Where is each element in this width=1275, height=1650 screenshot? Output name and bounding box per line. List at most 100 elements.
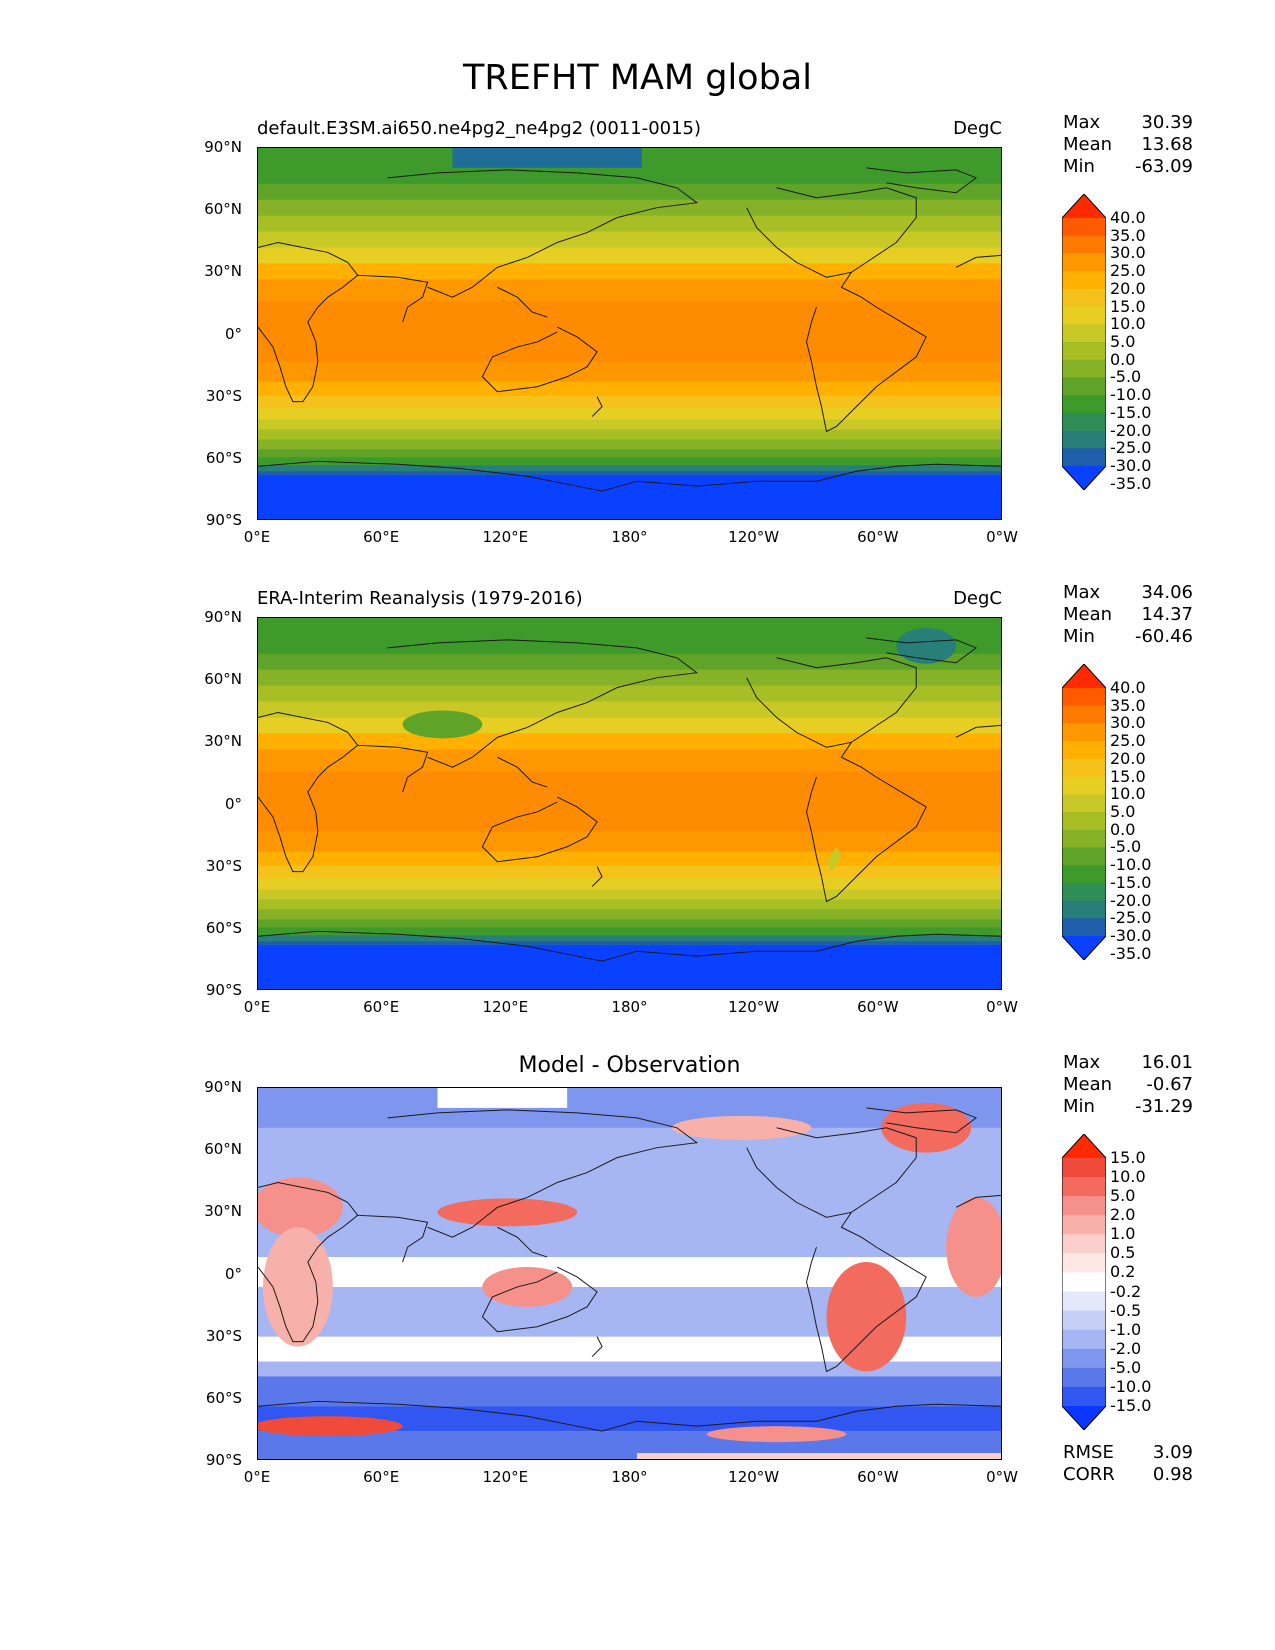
colorbar-segment bbox=[1062, 395, 1106, 414]
lat-tick-label: 60°N bbox=[204, 670, 242, 689]
colorbar-tick-label: 0.0 bbox=[1110, 819, 1136, 839]
difference-panel: Model - Observation bbox=[0, 1052, 1275, 1485]
colorbar-tick-label: -15.0 bbox=[1110, 872, 1152, 892]
lat-tick-label: 30°S bbox=[205, 1326, 242, 1345]
lat-tick-label: 30°N bbox=[204, 732, 242, 751]
panel-stats: Max 34.06 Mean 14.37 Min -60.46 bbox=[1063, 582, 1193, 648]
lon-tick-label: 0°E bbox=[243, 528, 271, 546]
lat-tick-label: 0° bbox=[224, 324, 242, 343]
colorbar-tick-label: 20.0 bbox=[1110, 748, 1146, 768]
colorbar-segment bbox=[1062, 1386, 1106, 1407]
max-value: 34.06 bbox=[1141, 582, 1193, 603]
colorbar-tick-label: -15.0 bbox=[1110, 1396, 1152, 1415]
rmse-label: RMSE bbox=[1063, 1442, 1114, 1463]
colorbar-segment bbox=[1062, 741, 1106, 760]
colorbar-tick-label: 2.0 bbox=[1110, 1205, 1136, 1225]
min-label: Min bbox=[1063, 156, 1095, 177]
colorbar-tick-label: 25.0 bbox=[1110, 731, 1146, 751]
colorbar-tick-label: -2.0 bbox=[1110, 1338, 1142, 1358]
lon-tick-label: 120°E bbox=[482, 1468, 529, 1486]
colorbar-tick-label: -30.0 bbox=[1110, 926, 1152, 945]
lon-tick-label: 120°E bbox=[482, 998, 529, 1016]
panel-title: ERA-Interim Reanalysis (1979-2016) bbox=[257, 588, 583, 609]
mean-value: 13.68 bbox=[1141, 134, 1193, 155]
colorbar-tick-label: 1.0 bbox=[1110, 1224, 1136, 1244]
lon-tick-label: 60°E bbox=[363, 528, 400, 546]
lon-tick-label: 120°W bbox=[728, 998, 780, 1016]
lat-tick-label: 30°N bbox=[204, 262, 242, 281]
panel-units: DegC bbox=[953, 588, 1002, 609]
colorbar-tick-label: 10.0 bbox=[1110, 784, 1146, 804]
lon-tick-label: 0°W bbox=[986, 528, 1018, 546]
max-label: Max bbox=[1063, 582, 1101, 603]
colorbar-segment bbox=[1062, 359, 1106, 378]
colorbar-tick-label: -25.0 bbox=[1110, 438, 1152, 458]
mean-label: Mean bbox=[1063, 134, 1113, 155]
rmse-value: 3.09 bbox=[1152, 1442, 1193, 1463]
colorbar-tick-label: -15.0 bbox=[1110, 402, 1152, 422]
min-value: -63.09 bbox=[1134, 156, 1193, 177]
colorbar-segment bbox=[1062, 1310, 1106, 1331]
min-value: -31.29 bbox=[1134, 1096, 1193, 1117]
colorbar-segment bbox=[1062, 253, 1106, 272]
min-label: Min bbox=[1063, 626, 1095, 647]
colorbar-tick-label: 0.2 bbox=[1110, 1262, 1136, 1282]
colorbar-segment bbox=[1062, 1196, 1106, 1216]
mean-value: 14.37 bbox=[1141, 604, 1193, 625]
mean-label: Mean bbox=[1063, 604, 1113, 625]
lon-tick-label: 180° bbox=[611, 1468, 648, 1486]
colorbar-segment bbox=[1062, 1348, 1106, 1369]
colorbar-segment bbox=[1062, 1291, 1106, 1312]
lon-tick-label: 0°W bbox=[986, 998, 1018, 1016]
colorbar-segment bbox=[1062, 306, 1106, 325]
colorbar-segment bbox=[1062, 1177, 1106, 1197]
observation-panel: ERA-Interim Reanalysis (1979-2016) DegC bbox=[0, 582, 1275, 1005]
colorbar-segment bbox=[1062, 377, 1106, 396]
lat-tick-label: 60°N bbox=[204, 200, 242, 219]
colorbar-tick-label: -1.0 bbox=[1110, 1319, 1142, 1339]
colorbar-tick-label: 5.0 bbox=[1110, 1186, 1136, 1206]
colorbar-tick-label: 5.0 bbox=[1110, 802, 1136, 821]
colorbar-tick-label: 15.0 bbox=[1110, 766, 1146, 786]
lon-tick-label: 120°W bbox=[728, 1468, 780, 1486]
colorbar-tick-label: -5.0 bbox=[1110, 1357, 1142, 1377]
lat-tick-label: 30°N bbox=[204, 1202, 242, 1221]
colorbar-segment bbox=[1062, 430, 1106, 449]
lon-tick-label: 0°E bbox=[243, 998, 271, 1016]
colorbar-segment bbox=[1062, 1158, 1106, 1178]
panel-stats: Max 30.39 Mean 13.68 Min -63.09 bbox=[1063, 112, 1193, 178]
colorbar-tick-label: 10.0 bbox=[1110, 314, 1146, 334]
lat-tick-label: 0° bbox=[224, 1264, 242, 1283]
colorbar-segment bbox=[1062, 448, 1106, 467]
colorbar-tick-label: 10.0 bbox=[1110, 1167, 1146, 1187]
colorbar-segment bbox=[1062, 882, 1106, 902]
colorbar-segment bbox=[1062, 723, 1106, 742]
colorbar-segment bbox=[1062, 271, 1106, 290]
colorbar-tick-label: -10.0 bbox=[1110, 855, 1152, 875]
lat-tick-label: 90°S bbox=[205, 981, 242, 999]
lat-tick-label: 60°S bbox=[205, 448, 242, 467]
colorbar-tick-label: 40.0 bbox=[1110, 678, 1146, 697]
lon-tick-label: 180° bbox=[611, 998, 648, 1016]
lon-tick-label: 60°W bbox=[857, 1468, 899, 1486]
colorbar-tick-label: -35.0 bbox=[1110, 943, 1152, 963]
min-label: Min bbox=[1063, 1096, 1095, 1117]
lon-tick-label: 120°W bbox=[728, 528, 780, 546]
colorbar-tick-label: -30.0 bbox=[1110, 456, 1152, 475]
colorbar-tick-label: -25.0 bbox=[1110, 908, 1152, 928]
colorbar-extend-top bbox=[1062, 1134, 1106, 1158]
mean-value: -0.67 bbox=[1146, 1074, 1193, 1095]
colorbar-segment bbox=[1062, 865, 1106, 884]
min-value: -60.46 bbox=[1134, 626, 1193, 647]
colorbar-segment bbox=[1062, 1367, 1106, 1388]
colorbar-segment bbox=[1062, 829, 1106, 848]
colorbar-extend-bottom bbox=[1062, 466, 1106, 490]
colorbar-tick-label: 5.0 bbox=[1110, 332, 1136, 351]
colorbar-tick-label: 30.0 bbox=[1110, 243, 1146, 263]
lat-tick-label: 30°S bbox=[205, 856, 242, 875]
colorbar-tick-label: 25.0 bbox=[1110, 261, 1146, 281]
lon-tick-label: 0°W bbox=[986, 1468, 1018, 1486]
colorbar-segment bbox=[1062, 324, 1106, 343]
colorbar-segment bbox=[1062, 218, 1106, 237]
colorbar-segment bbox=[1062, 412, 1106, 432]
